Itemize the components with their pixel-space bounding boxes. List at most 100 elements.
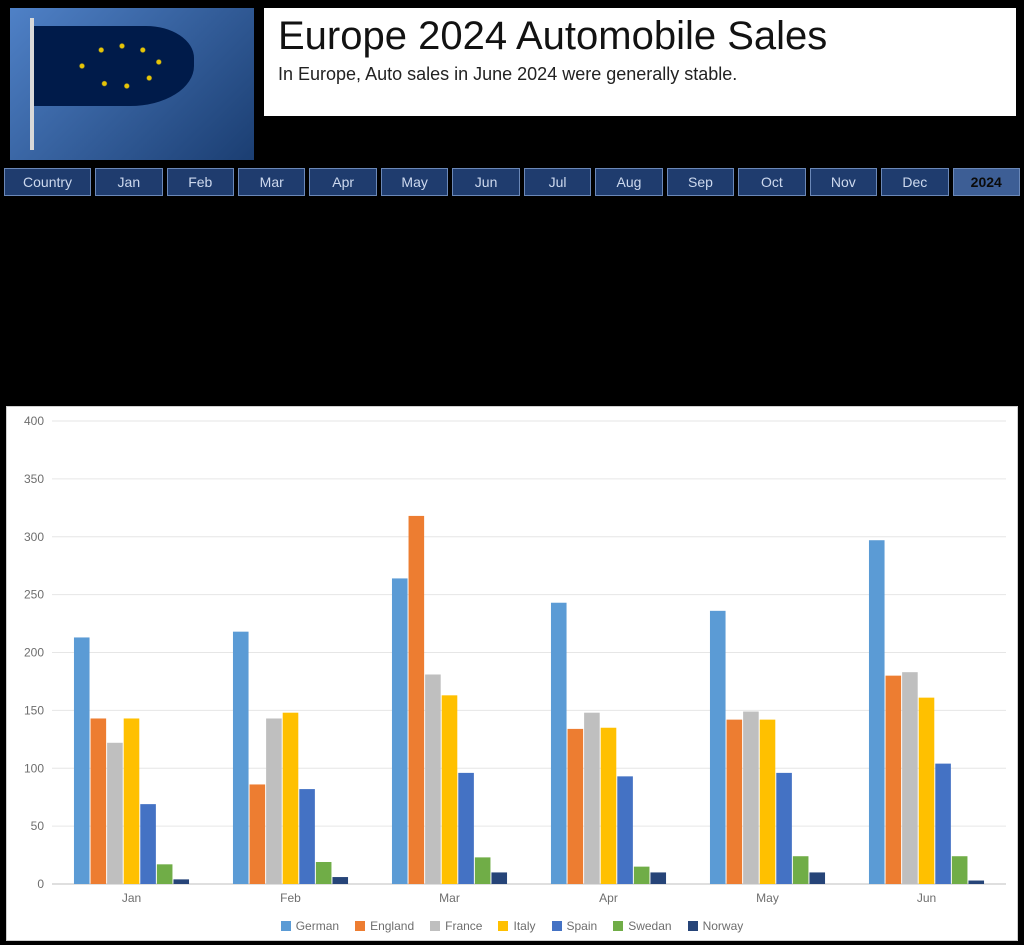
bar-england-apr xyxy=(568,729,584,884)
bar-italy-may xyxy=(760,720,776,884)
chart-svg: 0 50 100 150 200 250 300 350 400 Jan Feb Mar Apr May J… xyxy=(7,407,1017,940)
legend-swatch xyxy=(498,921,508,931)
bar-italy-feb xyxy=(283,713,299,884)
legend-label: German xyxy=(296,919,339,933)
legend-label: Italy xyxy=(513,919,535,933)
bar-norway-may xyxy=(809,872,825,884)
bar-spain-may xyxy=(776,773,792,884)
svg-text:Apr: Apr xyxy=(599,891,618,905)
nav-cell-country[interactable]: Country xyxy=(4,168,91,196)
bar-france-feb xyxy=(266,718,282,884)
flag-cloth xyxy=(34,26,194,106)
bar-spain-jun xyxy=(935,764,951,884)
bar-german-may xyxy=(710,611,726,884)
svg-text:350: 350 xyxy=(24,472,44,486)
bar-norway-jun xyxy=(968,881,984,884)
bar-france-jan xyxy=(107,743,123,884)
legend-label: England xyxy=(370,919,414,933)
nav-cell-mar[interactable]: Mar xyxy=(238,168,305,196)
legend-item-england: England xyxy=(355,919,414,933)
page-subtitle: In Europe, Auto sales in June 2024 were … xyxy=(278,64,1002,85)
svg-text:400: 400 xyxy=(24,414,44,428)
bar-swedan-may xyxy=(793,856,809,884)
bar-france-mar xyxy=(425,674,441,884)
nav-cell-nov[interactable]: Nov xyxy=(810,168,877,196)
nav-cell-apr[interactable]: Apr xyxy=(309,168,376,196)
nav-cell-jan[interactable]: Jan xyxy=(95,168,162,196)
legend-item-france: France xyxy=(430,919,482,933)
eu-flag-image xyxy=(10,8,254,160)
bar-france-apr xyxy=(584,713,600,884)
bar-england-jun xyxy=(886,676,902,884)
svg-text:50: 50 xyxy=(31,819,45,833)
bar-swedan-mar xyxy=(475,857,491,884)
month-nav: CountryJanFebMarAprMayJunJulAugSepOctNov… xyxy=(0,168,1024,196)
bar-italy-mar xyxy=(442,695,458,884)
nav-cell-sep[interactable]: Sep xyxy=(667,168,734,196)
title-panel: Europe 2024 Automobile Sales In Europe, … xyxy=(264,8,1016,116)
svg-text:May: May xyxy=(756,891,779,905)
bar-german-jan xyxy=(74,637,90,884)
svg-text:Jun: Jun xyxy=(917,891,936,905)
page-title: Europe 2024 Automobile Sales xyxy=(278,14,1002,58)
legend-item-german: German xyxy=(281,919,339,933)
sales-chart: 0 50 100 150 200 250 300 350 400 Jan Feb Mar Apr May J… xyxy=(6,406,1018,941)
bar-france-jun xyxy=(902,672,918,884)
svg-text:0: 0 xyxy=(37,877,44,891)
legend-label: Swedan xyxy=(628,919,671,933)
nav-cell-may[interactable]: May xyxy=(381,168,448,196)
legend-item-spain: Spain xyxy=(552,919,598,933)
bar-spain-mar xyxy=(458,773,474,884)
bar-swedan-jun xyxy=(952,856,968,884)
svg-text:300: 300 xyxy=(24,530,44,544)
bar-england-jan xyxy=(91,718,107,884)
legend-swatch xyxy=(355,921,365,931)
bar-german-jun xyxy=(869,540,885,884)
bar-italy-jun xyxy=(919,698,935,884)
bar-england-may xyxy=(727,720,743,884)
bar-german-apr xyxy=(551,603,567,884)
svg-text:250: 250 xyxy=(24,588,44,602)
bar-england-feb xyxy=(250,784,266,884)
bar-spain-feb xyxy=(299,789,315,884)
chart-legend: German England France Italy Spain Swedan Norwa… xyxy=(7,916,1017,936)
legend-swatch xyxy=(281,921,291,931)
legend-item-swedan: Swedan xyxy=(613,919,671,933)
svg-text:Mar: Mar xyxy=(439,891,460,905)
legend-item-norway: Norway xyxy=(688,919,744,933)
nav-cell-oct[interactable]: Oct xyxy=(738,168,805,196)
bar-swedan-feb xyxy=(316,862,332,884)
bar-spain-apr xyxy=(617,776,633,884)
legend-swatch xyxy=(552,921,562,931)
legend-swatch xyxy=(430,921,440,931)
bar-norway-mar xyxy=(491,872,507,884)
nav-cell-jul[interactable]: Jul xyxy=(524,168,591,196)
bar-norway-feb xyxy=(332,877,348,884)
svg-text:100: 100 xyxy=(24,761,44,775)
bar-italy-jan xyxy=(124,718,140,884)
nav-cell-2024[interactable]: 2024 xyxy=(953,168,1020,196)
legend-swatch xyxy=(688,921,698,931)
bar-norway-apr xyxy=(650,872,666,884)
bar-norway-jan xyxy=(173,879,189,884)
bar-german-feb xyxy=(233,632,249,884)
bar-german-mar xyxy=(392,578,408,884)
svg-text:200: 200 xyxy=(24,646,44,660)
svg-text:Feb: Feb xyxy=(280,891,301,905)
svg-text:150: 150 xyxy=(24,703,44,717)
bar-spain-jan xyxy=(140,804,156,884)
nav-cell-jun[interactable]: Jun xyxy=(452,168,519,196)
bar-england-mar xyxy=(409,516,425,884)
nav-cell-feb[interactable]: Feb xyxy=(167,168,234,196)
nav-cell-aug[interactable]: Aug xyxy=(595,168,662,196)
legend-label: Norway xyxy=(703,919,744,933)
bar-swedan-apr xyxy=(634,867,650,884)
nav-cell-dec[interactable]: Dec xyxy=(881,168,948,196)
legend-item-italy: Italy xyxy=(498,919,535,933)
bar-swedan-jan xyxy=(157,864,173,884)
bar-france-may xyxy=(743,712,759,884)
legend-label: Spain xyxy=(567,919,598,933)
legend-label: France xyxy=(445,919,482,933)
legend-swatch xyxy=(613,921,623,931)
svg-text:Jan: Jan xyxy=(122,891,141,905)
